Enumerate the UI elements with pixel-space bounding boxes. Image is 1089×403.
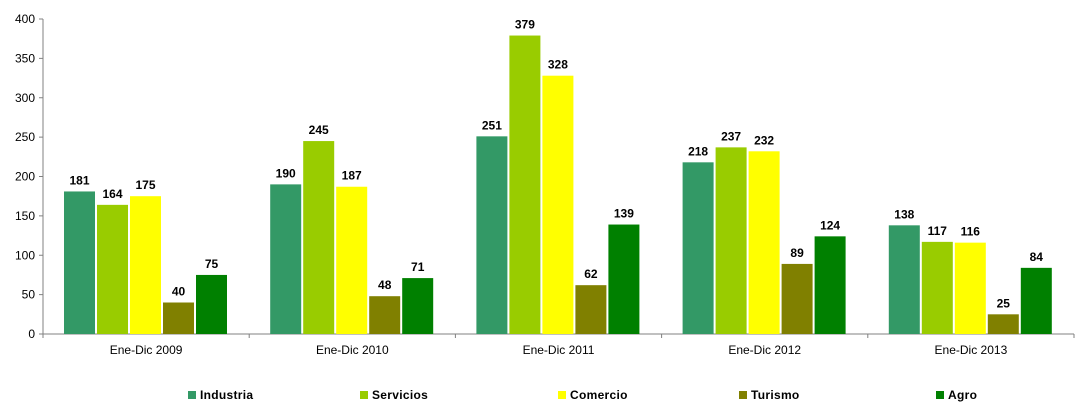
bar-industria xyxy=(682,162,714,334)
bar-servicios xyxy=(303,141,335,334)
legend-swatch xyxy=(558,391,566,399)
bar-agro xyxy=(1020,267,1052,334)
x-tick-label: Ene-Dic 2009 xyxy=(110,343,183,357)
x-tick-label: Ene-Dic 2011 xyxy=(523,343,595,357)
data-label: 175 xyxy=(135,178,155,192)
data-label: 245 xyxy=(309,123,329,137)
bar-turismo xyxy=(987,314,1019,334)
data-label: 40 xyxy=(172,285,186,299)
legend-item-industria: Industria xyxy=(188,388,253,402)
legend-swatch xyxy=(188,391,196,399)
data-label: 379 xyxy=(515,18,535,32)
data-label: 89 xyxy=(790,246,804,260)
bar-turismo xyxy=(369,296,401,334)
data-label: 84 xyxy=(1030,250,1044,264)
legend-item-servicios: Servicios xyxy=(360,388,428,402)
data-label: 164 xyxy=(102,187,122,201)
y-tick-label: 100 xyxy=(15,248,35,262)
bar-industria xyxy=(888,225,920,334)
data-label: 62 xyxy=(584,267,598,281)
data-label: 25 xyxy=(997,296,1011,310)
bar-comercio xyxy=(336,186,368,334)
y-tick-label: 250 xyxy=(15,130,35,144)
x-tick-label: Ene-Dic 2012 xyxy=(728,343,801,357)
bar-agro xyxy=(608,224,640,334)
bar-comercio xyxy=(748,151,780,334)
bars xyxy=(64,35,1052,334)
data-label: 232 xyxy=(754,133,774,147)
legend-item-comercio: Comercio xyxy=(558,388,628,402)
y-tick-label: 50 xyxy=(22,288,36,302)
bar-turismo xyxy=(575,285,607,334)
bar-servicios xyxy=(97,204,128,334)
legend-swatch xyxy=(936,391,944,399)
x-tick-label: Ene-Dic 2013 xyxy=(935,343,1008,357)
legend: Industria Servicios Comercio Turismo Agro xyxy=(0,388,1089,403)
labels: 181 164 175 40 75 190 245 187 48 71 251 379 328 62 139… xyxy=(69,18,1043,311)
legend-swatch xyxy=(360,391,368,399)
y-tick-label: 300 xyxy=(15,91,35,105)
legend-label: Agro xyxy=(948,388,978,402)
bar-turismo xyxy=(163,302,194,334)
data-label: 218 xyxy=(688,144,708,158)
data-label: 116 xyxy=(961,225,981,239)
bar-turismo xyxy=(781,263,813,334)
data-label: 71 xyxy=(411,260,425,274)
data-label: 138 xyxy=(894,207,914,221)
bar-comercio xyxy=(130,196,161,334)
bar-industria xyxy=(64,191,95,334)
bar-industria xyxy=(476,136,508,334)
bar-agro xyxy=(402,278,434,334)
data-label: 328 xyxy=(548,58,568,72)
data-label: 187 xyxy=(342,169,362,183)
bar-servicios xyxy=(509,35,541,334)
bar-agro xyxy=(814,236,846,334)
data-label: 48 xyxy=(378,278,392,292)
data-label: 124 xyxy=(820,218,840,232)
y-tick-label: 200 xyxy=(15,170,35,184)
data-label: 190 xyxy=(276,166,296,180)
data-label: 251 xyxy=(482,118,502,132)
legend-item-agro: Agro xyxy=(936,388,977,402)
data-label: 181 xyxy=(69,173,89,187)
legend-item-turismo: Turismo xyxy=(739,388,800,402)
bar-comercio xyxy=(954,242,986,334)
x-tick-label: Ene-Dic 2010 xyxy=(316,343,389,357)
legend-label: Industria xyxy=(200,388,254,402)
legend-swatch xyxy=(739,391,747,399)
bar-comercio xyxy=(542,75,574,334)
y-tick-label: 350 xyxy=(15,51,35,65)
axes: 0 50 100 150 200 250 300 350 400 Ene-Dic 2009 Ene-… xyxy=(15,12,1075,357)
bar-industria xyxy=(270,184,302,334)
data-label: 237 xyxy=(721,129,741,143)
legend-label: Servicios xyxy=(372,388,429,402)
bar-agro xyxy=(196,274,227,334)
legend-label: Comercio xyxy=(570,388,628,402)
y-tick-label: 0 xyxy=(28,327,35,341)
legend-label: Turismo xyxy=(751,388,800,402)
bar-servicios xyxy=(921,241,953,334)
y-tick-label: 150 xyxy=(15,209,35,223)
data-label: 75 xyxy=(205,257,219,271)
data-label: 117 xyxy=(928,224,948,238)
data-label: 139 xyxy=(614,207,634,221)
y-tick-label: 400 xyxy=(15,12,35,26)
bar-servicios xyxy=(715,147,747,334)
